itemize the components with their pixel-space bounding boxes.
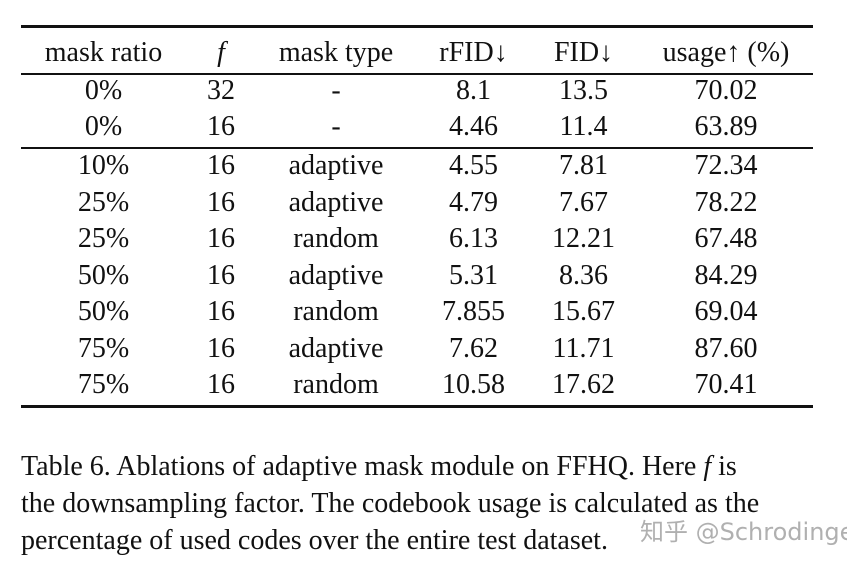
table-caption: Table 6. Ablations of adaptive mask modu… (21, 448, 821, 559)
cell-f: 32 (207, 75, 235, 106)
cell-usage: 87.60 (694, 333, 758, 364)
caption-line-3: percentage of used codes over the entire… (21, 525, 608, 556)
table-group-rule (21, 147, 813, 149)
table-row: 10% 16 adaptive 4.55 7.81 72.34 (21, 148, 813, 184)
cell-f: 16 (207, 111, 235, 142)
cell-f: 16 (207, 296, 235, 327)
table-row: 75% 16 adaptive 7.62 11.71 87.60 (21, 331, 813, 367)
cell-rfid: 8.1 (456, 75, 491, 106)
cell-rfid: 7.62 (449, 333, 498, 364)
cell-fid: 12.21 (552, 223, 615, 254)
cell-fid: 11.71 (552, 333, 615, 364)
cell-mask-ratio: 0% (84, 111, 123, 142)
cell-mask-type: adaptive (288, 333, 384, 364)
cell-mask-type: adaptive (288, 260, 384, 291)
cell-usage: 67.48 (694, 223, 758, 254)
table-row: 50% 16 random 7.855 15.67 69.04 (21, 294, 813, 330)
header-fid: FID↓ (553, 37, 614, 68)
caption-line-2: the downsampling factor. The codebook us… (21, 488, 760, 519)
table-row: 50% 16 adaptive 5.31 8.36 84.29 (21, 258, 813, 294)
cell-mask-ratio: 50% (77, 260, 130, 291)
cell-mask-type: random (293, 296, 379, 327)
header-usage: usage↑ (%) (662, 37, 790, 68)
cell-mask-ratio: 0% (84, 75, 123, 106)
cell-mask-type: - (331, 75, 341, 106)
cell-mask-ratio: 25% (77, 223, 130, 254)
cell-mask-ratio: 10% (77, 150, 130, 181)
cell-mask-type: random (293, 223, 379, 254)
cell-mask-type: adaptive (288, 150, 384, 181)
cell-rfid: 4.79 (449, 187, 498, 218)
cell-fid: 11.4 (559, 111, 608, 142)
header-rfid: rFID↓ (439, 37, 508, 68)
cell-f: 16 (207, 150, 235, 181)
table-header-rule (21, 73, 813, 75)
cell-rfid: 10.58 (442, 369, 505, 400)
table-row: 25% 16 random 6.13 12.21 67.48 (21, 221, 813, 257)
cell-mask-type: adaptive (288, 187, 384, 218)
caption-text: is (711, 451, 737, 482)
table-row: 75% 16 random 10.58 17.62 70.41 (21, 367, 813, 403)
cell-mask-ratio: 50% (77, 296, 130, 327)
cell-mask-type: - (331, 111, 341, 142)
cell-mask-ratio: 75% (77, 369, 130, 400)
caption-symbol-f: f (703, 451, 712, 482)
cell-fid: 7.67 (559, 187, 608, 218)
cell-rfid: 7.855 (442, 296, 505, 327)
cell-mask-type: random (293, 369, 379, 400)
cell-fid: 7.81 (559, 150, 608, 181)
table-bottom-rule (21, 405, 813, 408)
table-row: 25% 16 adaptive 4.79 7.67 78.22 (21, 185, 813, 221)
caption-text: Table 6. Ablations of adaptive mask modu… (21, 451, 704, 482)
cell-usage: 70.41 (694, 369, 758, 400)
cell-usage: 69.04 (694, 296, 758, 327)
cell-rfid: 4.55 (449, 150, 498, 181)
cell-usage: 84.29 (694, 260, 758, 291)
header-f: f (217, 37, 225, 68)
cell-usage: 63.89 (694, 111, 758, 142)
cell-f: 16 (207, 260, 235, 291)
cell-fid: 8.36 (559, 260, 608, 291)
table-row: 0% 16 - 4.46 11.4 63.89 (21, 109, 813, 145)
cell-f: 16 (207, 369, 235, 400)
header-mask-type: mask type (278, 37, 394, 68)
cell-usage: 72.34 (694, 150, 758, 181)
cell-rfid: 5.31 (449, 260, 498, 291)
cell-fid: 15.67 (552, 296, 615, 327)
table-top-rule (21, 25, 813, 28)
cell-mask-ratio: 75% (77, 333, 130, 364)
cell-usage: 70.02 (694, 75, 758, 106)
cell-rfid: 4.46 (449, 111, 498, 142)
cell-mask-ratio: 25% (77, 187, 130, 218)
cell-fid: 17.62 (552, 369, 615, 400)
cell-f: 16 (207, 187, 235, 218)
table-row: 0% 32 - 8.1 13.5 70.02 (21, 73, 813, 109)
cell-f: 16 (207, 333, 235, 364)
cell-rfid: 6.13 (449, 223, 498, 254)
cell-fid: 13.5 (559, 75, 608, 106)
header-mask-ratio: mask ratio (44, 37, 163, 68)
cell-f: 16 (207, 223, 235, 254)
table-header-row: mask ratio f mask type rFID↓ FID↓ usage↑… (21, 35, 813, 71)
cell-usage: 78.22 (694, 187, 758, 218)
caption-line-1: Table 6. Ablations of adaptive mask modu… (21, 448, 821, 485)
watermark: 知乎 @Schrodinger (640, 518, 847, 546)
